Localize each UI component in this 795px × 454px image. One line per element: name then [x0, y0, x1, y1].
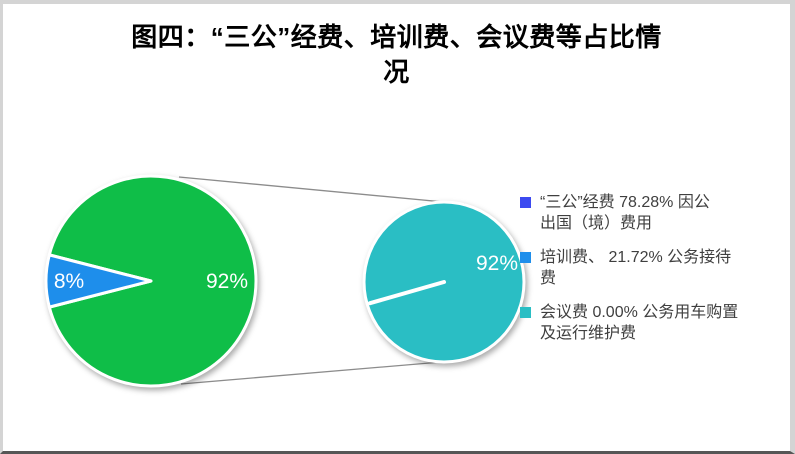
legend-swatch-icon	[520, 197, 531, 208]
main-pie-slice-minor[interactable]	[44, 253, 153, 309]
chart-legend: “三公”经费 78.28% 因公 出国（境）费用 培训费、 21.72% 公务接…	[520, 192, 790, 357]
connector-line-bottom	[180, 359, 466, 385]
chart-title: 图四：“三公”经费、培训费、会议费等占比情 况	[63, 20, 730, 90]
connector-line-top	[178, 176, 466, 205]
main-pie-slice-major[interactable]	[47, 174, 258, 388]
legend-label-line: 及运行维护费	[540, 325, 637, 342]
legend-label-line: “三公”经费 78.28% 因公	[540, 194, 710, 211]
chart-title-line-1: 图四：“三公”经费、培训费、会议费等占比情	[131, 22, 662, 52]
main-pie-label-minor: 8%	[54, 270, 84, 293]
legend-label-line: 培训费、 21.72% 公务接待	[540, 249, 732, 266]
legend-item-three-public[interactable]: “三公”经费 78.28% 因公 出国（境）费用	[520, 192, 790, 234]
legend-label: 培训费、 21.72% 公务接待 费	[540, 247, 731, 289]
secondary-pie-zero-slice-divider	[367, 280, 446, 306]
legend-swatch-icon	[520, 252, 531, 263]
legend-label: “三公”经费 78.28% 因公 出国（境）费用	[540, 192, 710, 234]
legend-label-line: 出国（境）费用	[540, 215, 653, 232]
legend-swatch-icon	[520, 307, 531, 318]
legend-item-training[interactable]: 培训费、 21.72% 公务接待 费	[520, 247, 790, 289]
main-pie-label-major: 92%	[206, 270, 248, 293]
legend-label: 会议费 0.00% 公务用车购置 及运行维护费	[540, 302, 738, 344]
chart-title-line-2: 况	[383, 57, 410, 87]
legend-item-meeting[interactable]: 会议费 0.00% 公务用车购置 及运行维护费	[520, 302, 790, 344]
secondary-pie-label-major: 92%	[476, 252, 518, 275]
legend-label-line: 会议费 0.00% 公务用车购置	[540, 304, 739, 321]
legend-label-line: 费	[540, 270, 557, 287]
pie-of-pie-chart[interactable]: 92% 8% 92%	[3, 4, 790, 451]
